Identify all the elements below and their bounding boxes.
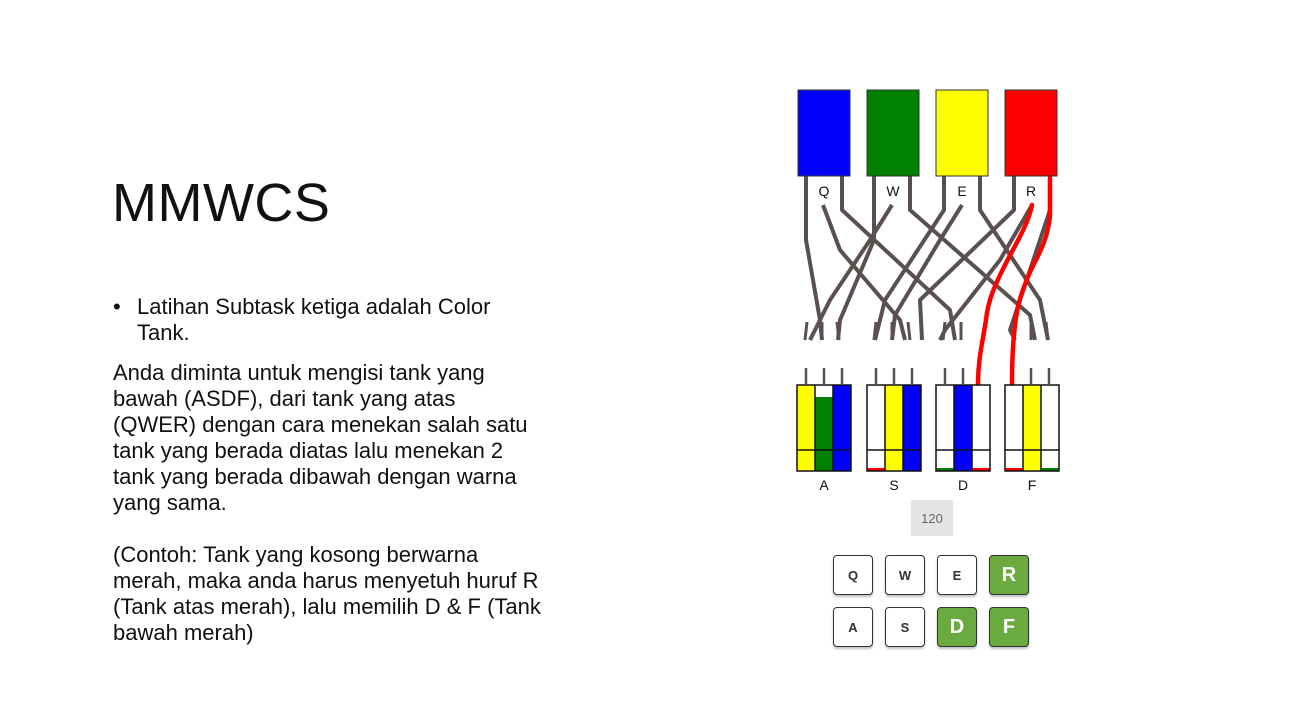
- move-counter: 120: [911, 500, 953, 536]
- wire-network: [804, 176, 1052, 341]
- top-tank-q[interactable]: [797, 89, 851, 177]
- slide-title: MMWCS: [112, 173, 331, 233]
- instruction-paragraph: Anda diminta untuk mengisi tank yang baw…: [113, 360, 528, 515]
- bottom-tank-a[interactable]: [796, 384, 852, 472]
- top-tanks: [797, 89, 1058, 177]
- key-s[interactable]: S: [885, 607, 925, 647]
- wire: [808, 203, 894, 341]
- wire-highlight: [1009, 175, 1053, 388]
- bottom-tank-s[interactable]: [866, 384, 922, 472]
- key-d[interactable]: D: [937, 607, 977, 647]
- bullet-dot: •: [113, 294, 121, 319]
- top-tank-label: W: [886, 183, 900, 199]
- top-tank-w[interactable]: [866, 89, 920, 177]
- wire: [840, 176, 957, 341]
- bullet-item: • Latihan Subtask ketiga adalah Color Ta…: [113, 294, 543, 346]
- key-w[interactable]: W: [885, 555, 925, 595]
- key-f[interactable]: F: [989, 607, 1029, 647]
- bottom-tank-f[interactable]: [1004, 384, 1060, 472]
- key-a[interactable]: A: [833, 607, 873, 647]
- wire: [821, 204, 907, 341]
- bottom-tank-d[interactable]: [935, 384, 991, 472]
- top-tank-label: R: [1026, 183, 1036, 199]
- key-q[interactable]: Q: [833, 555, 873, 595]
- key-r[interactable]: R: [989, 555, 1029, 595]
- top-tank-r[interactable]: [1004, 89, 1058, 177]
- wire: [804, 176, 824, 341]
- wire-highlight: [975, 202, 1035, 388]
- tank-stubs: [804, 368, 1051, 384]
- bullet-text: Latihan Subtask ketiga adalah Color Tank…: [137, 294, 491, 345]
- top-tank-label: Q: [819, 183, 830, 199]
- top-tank-e[interactable]: [935, 89, 989, 177]
- top-tank-label: E: [957, 183, 966, 199]
- wire: [918, 176, 1016, 341]
- highlight-wires: [975, 175, 1053, 388]
- wire: [873, 176, 946, 341]
- example-paragraph: (Contoh: Tank yang kosong berwarna merah…: [113, 542, 541, 645]
- bottom-tank-label: S: [889, 477, 898, 493]
- bottom-tank-label: D: [958, 477, 968, 493]
- color-tank-diagram: Q W E R: [796, 89, 1060, 493]
- bottom-tank-label: F: [1028, 477, 1037, 493]
- key-e[interactable]: E: [937, 555, 977, 595]
- bottom-tank-label: A: [819, 477, 829, 493]
- connector-ticks: [803, 321, 1050, 341]
